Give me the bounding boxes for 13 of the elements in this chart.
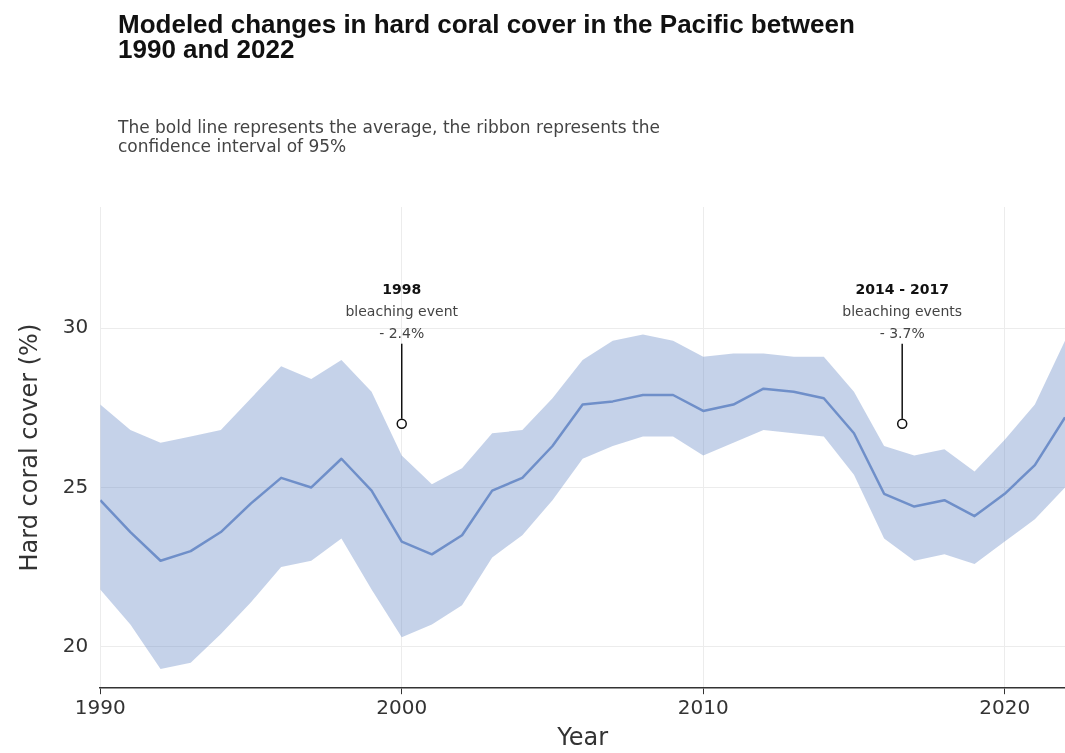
x-tick-label: 2010 (677, 695, 729, 720)
annotation: 2014 - 2017 bleaching events - 3.7% (842, 280, 963, 341)
y-tick-label: 30 (62, 314, 89, 339)
y-axis-title: Hard coral cover (%) (14, 323, 43, 572)
x-tick-label: 2020 (979, 695, 1031, 720)
x-tick-label: 2000 (376, 695, 428, 720)
y-tick-label: 25 (62, 473, 89, 498)
x-axis-title: Year (556, 722, 609, 751)
x-tick-label: 1990 (74, 695, 126, 720)
chart-subtitle: The bold line represents the average, the ribbon represents the confidence interval of 95% (118, 117, 661, 156)
annotation: 1998 bleaching event - 2.4% (345, 280, 459, 341)
chart-title: Modeled changes in hard coral cover in the Pacific between 1990 and 2022 (118, 9, 856, 64)
y-tick-label: 20 (62, 632, 89, 657)
